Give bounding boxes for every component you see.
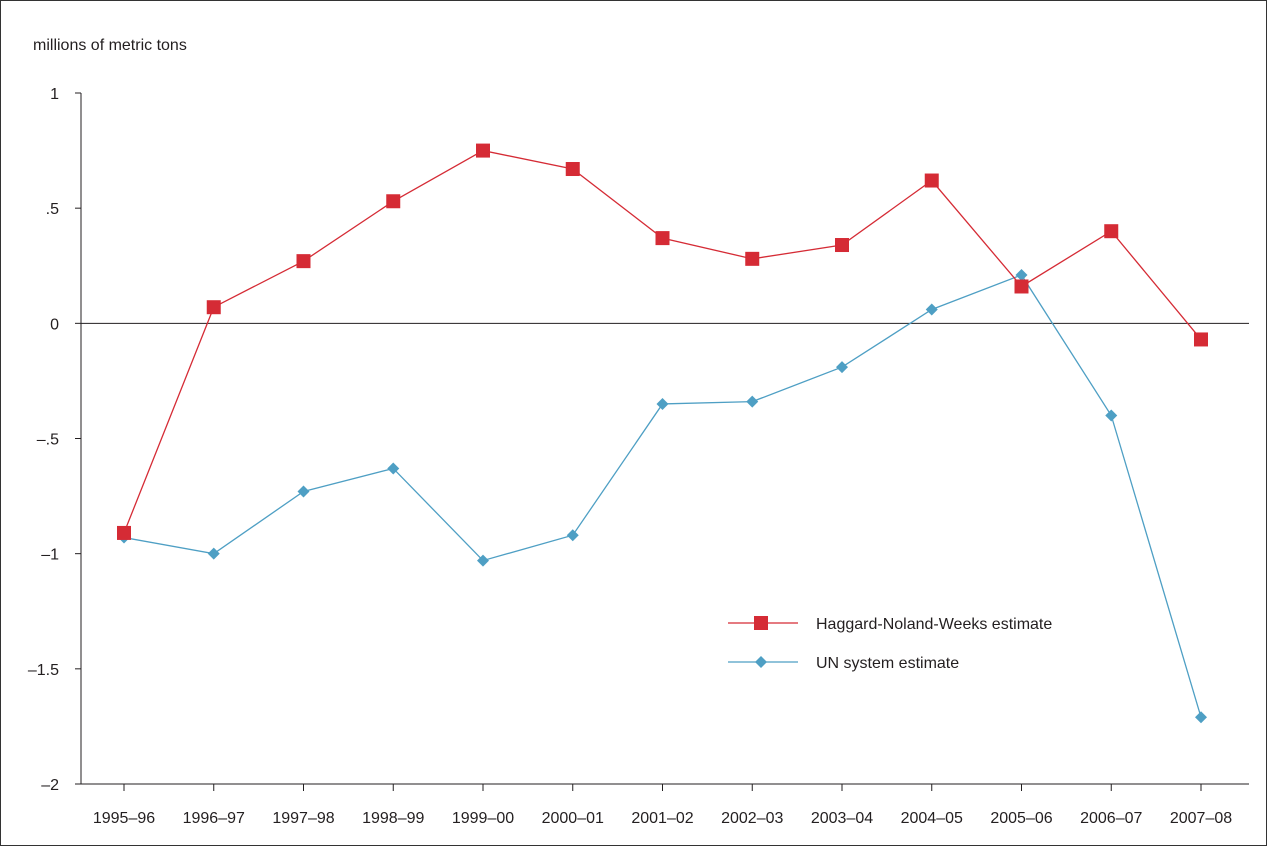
y-tick-label: .5 [46,201,59,218]
x-tick-label: 2007‒08 [1170,810,1232,827]
data-point [1015,268,1028,281]
legend-swatch-marker [755,656,767,668]
x-tick-label: 2003‒04 [811,810,873,827]
x-tick-label: 2002‒03 [721,810,783,827]
data-point [835,238,849,253]
legend-label: Haggard-Noland-Weeks estimate [816,616,1052,633]
data-point [296,254,311,269]
data-point [1014,279,1029,294]
data-point [206,300,221,315]
series-un-system [118,268,1207,724]
x-tick-label: 2001‒02 [631,810,693,827]
data-point [566,529,579,542]
x-tick-label: 2000‒01 [542,810,604,827]
x-tick-label: 1997‒98 [272,810,334,827]
y-tick-label: –1 [41,547,59,564]
data-point [207,547,220,560]
data-point [117,525,131,540]
data-point [386,194,401,209]
y-tick-label: –1.5 [28,662,59,679]
data-point [1195,711,1207,724]
series-line [123,149,1202,534]
y-tick-label: 0 [50,316,59,333]
x-tick-label: 2006‒07 [1080,810,1142,827]
y-tick-label: –2 [41,777,59,794]
series-line [123,274,1202,718]
data-point [746,395,759,408]
data-point [655,231,670,246]
x-tick-label: 2004‒05 [901,810,963,827]
data-point [477,554,489,567]
series-haggard-noland-weeks [117,143,1208,540]
axes: 1 .5 0 –.5 –1 –1.5 –2 1995‒96 1996‒97 1997‒98 1998… [28,86,1249,827]
data-point [656,397,669,410]
data-point [924,173,939,188]
data-point [745,251,760,266]
x-tick-label: 1998‒99 [362,810,424,827]
data-point [297,485,310,498]
data-point [1194,332,1208,347]
data-point [925,303,938,316]
series-layer [117,143,1208,724]
data-point [476,143,490,158]
x-tick-label: 1995‒96 [93,810,155,827]
legend-swatch-marker [754,616,768,630]
legend-entry: Haggard-Noland-Weeks estimate [728,616,1052,633]
data-point [565,162,580,177]
legend: Haggard-Noland-Weeks estimate UN system e… [728,616,1052,672]
x-tick-label: 1999‒00 [452,810,514,827]
legend-label: UN system estimate [816,655,959,672]
y-tick-label: –.5 [37,432,59,449]
x-tick-label: 2005‒06 [990,810,1052,827]
data-point [1105,409,1118,422]
data-point [836,361,848,374]
y-tick-label: 1 [50,86,59,103]
legend-entry: UN system estimate [728,655,959,672]
data-point [387,462,400,475]
x-tick-label: 1996‒97 [183,810,245,827]
y-axis-unit-label: millions of metric tons [33,37,187,54]
data-point [1104,224,1119,239]
